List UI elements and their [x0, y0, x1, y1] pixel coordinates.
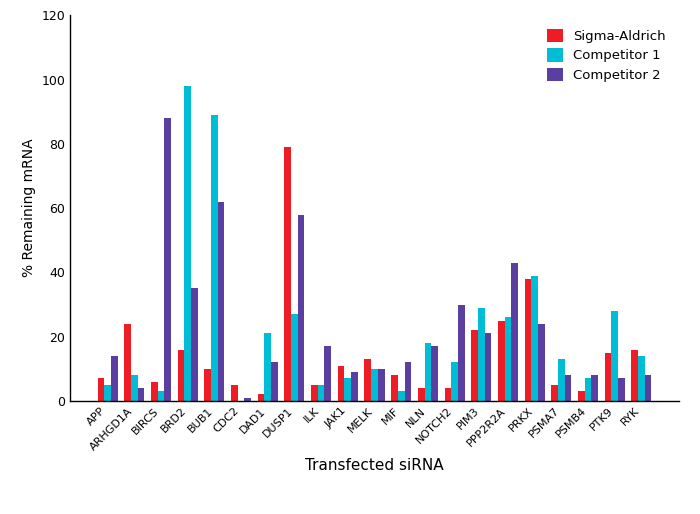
- Bar: [471, 331, 478, 401]
- Bar: [398, 391, 405, 401]
- Bar: [325, 346, 331, 401]
- Bar: [378, 369, 384, 401]
- Bar: [484, 334, 491, 401]
- Bar: [605, 353, 611, 401]
- Bar: [592, 375, 598, 401]
- Legend: Sigma-Aldrich, Competitor 1, Competitor 2: Sigma-Aldrich, Competitor 1, Competitor …: [540, 22, 673, 88]
- Bar: [424, 343, 431, 401]
- Bar: [418, 388, 424, 401]
- Bar: [578, 391, 584, 401]
- Bar: [371, 369, 378, 401]
- Bar: [291, 314, 298, 401]
- Bar: [204, 369, 211, 401]
- Bar: [191, 288, 197, 401]
- Bar: [565, 375, 571, 401]
- Bar: [265, 334, 271, 401]
- Bar: [611, 311, 618, 401]
- Bar: [391, 375, 398, 401]
- X-axis label: Transfected siRNA: Transfected siRNA: [305, 457, 444, 473]
- Bar: [258, 395, 265, 401]
- Bar: [444, 388, 452, 401]
- Bar: [184, 86, 191, 401]
- Bar: [218, 201, 225, 401]
- Bar: [405, 362, 411, 401]
- Bar: [151, 381, 158, 401]
- Bar: [478, 308, 484, 401]
- Bar: [138, 388, 144, 401]
- Bar: [98, 378, 104, 401]
- Bar: [104, 385, 111, 401]
- Bar: [131, 375, 138, 401]
- Bar: [111, 356, 118, 401]
- Bar: [431, 346, 438, 401]
- Bar: [311, 385, 318, 401]
- Bar: [284, 147, 291, 401]
- Bar: [631, 350, 638, 401]
- Bar: [558, 359, 565, 401]
- Bar: [344, 378, 351, 401]
- Bar: [164, 118, 171, 401]
- Bar: [458, 304, 465, 401]
- Bar: [505, 318, 511, 401]
- Bar: [338, 365, 344, 401]
- Bar: [638, 356, 645, 401]
- Bar: [645, 375, 651, 401]
- Bar: [351, 372, 358, 401]
- Bar: [211, 115, 218, 401]
- Bar: [125, 324, 131, 401]
- Bar: [531, 276, 538, 401]
- Y-axis label: % Remaining mRNA: % Remaining mRNA: [22, 139, 36, 278]
- Bar: [552, 385, 558, 401]
- Bar: [524, 279, 531, 401]
- Bar: [178, 350, 184, 401]
- Bar: [298, 215, 304, 401]
- Bar: [271, 362, 278, 401]
- Bar: [538, 324, 545, 401]
- Bar: [498, 321, 505, 401]
- Bar: [584, 378, 592, 401]
- Bar: [244, 398, 251, 401]
- Bar: [452, 362, 458, 401]
- Bar: [231, 385, 238, 401]
- Bar: [158, 391, 164, 401]
- Bar: [511, 263, 518, 401]
- Bar: [618, 378, 624, 401]
- Bar: [318, 385, 325, 401]
- Bar: [365, 359, 371, 401]
